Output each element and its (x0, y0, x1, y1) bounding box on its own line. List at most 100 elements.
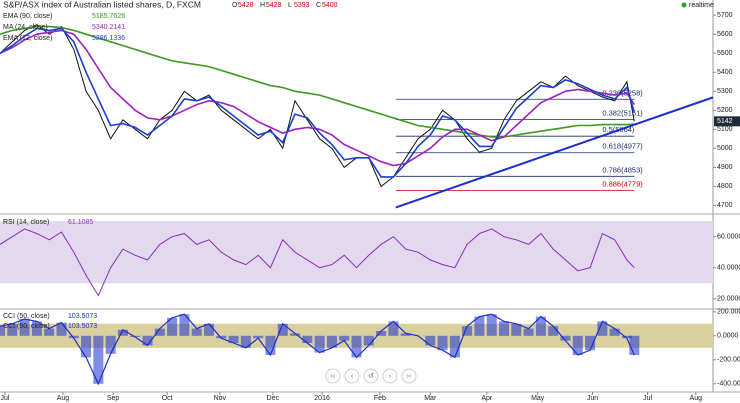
trendline (395, 96, 714, 209)
y-tick-label: 5700 (717, 12, 733, 19)
x-tick-label: Jul (643, 395, 652, 402)
bar (511, 323, 522, 336)
x-tick-label: Nov (214, 395, 227, 402)
ohlc-value: 5428 (266, 2, 282, 9)
series-line (0, 25, 635, 138)
x-tick-label: Apr (481, 395, 493, 402)
bar (179, 314, 190, 336)
cci-title: CCI (50, close) (3, 323, 50, 330)
series-line (0, 27, 636, 178)
bar (19, 319, 30, 336)
realtime-dot (681, 2, 687, 8)
x-tick-label: Feb (374, 395, 386, 402)
bar (302, 335, 313, 343)
x-tick-label: Mar (424, 395, 437, 402)
last-price-label: 5142 (717, 118, 733, 125)
fib-label: 0.786(4853) (602, 165, 643, 174)
x-tick-label: Sep (107, 395, 120, 402)
y-tick-label: 5100 (717, 126, 733, 133)
bar (425, 335, 436, 346)
ohlc-value: 5400 (322, 2, 338, 9)
bar (31, 321, 42, 336)
nav-icon: ‹ (351, 373, 354, 380)
bar (44, 328, 55, 336)
bar (597, 321, 608, 336)
bar (68, 335, 79, 339)
bar (81, 335, 92, 358)
y-tick-label: 5200 (717, 107, 733, 114)
nav-icon: › (389, 373, 392, 380)
y-axis: 4700 4800 4900 5000 5100 5200 5300 5400 5500 5600… (713, 12, 733, 209)
y-tick-label: 0.0000 (717, 333, 739, 340)
x-tick-label: Dec (267, 395, 280, 402)
bar (474, 316, 485, 336)
nav-button[interactable] (401, 368, 417, 384)
chart-title: S&P/ASX index of Australian listed share… (3, 0, 201, 9)
bar (376, 331, 387, 336)
y-axis: 20.0000 40.0000 60.0000 (713, 234, 740, 303)
nav-button[interactable] (363, 368, 379, 384)
bar (0, 326, 5, 336)
bar (290, 333, 301, 336)
bar (548, 326, 559, 336)
cci-title: CCI (50, close) (3, 313, 50, 320)
x-tick-label: Jul (0, 395, 9, 402)
bar (621, 335, 632, 339)
ohlc-label: H (260, 2, 265, 9)
x-tick-label: Oct (162, 395, 173, 402)
bar (585, 335, 596, 351)
legend-name: EMA (12, close) (3, 35, 52, 42)
fib-label: 0.236(5258) (602, 88, 643, 97)
ohlc-value: 5393 (294, 2, 310, 9)
y-tick-label: 5300 (717, 88, 733, 95)
bar (314, 335, 325, 353)
ohlc-label: C (316, 2, 321, 9)
bar (572, 335, 583, 355)
y-tick-label: 5400 (717, 69, 733, 76)
bar (351, 335, 362, 358)
bar (277, 323, 288, 336)
nav-button[interactable] (325, 368, 341, 384)
series-line (0, 228, 635, 297)
bar (437, 335, 448, 351)
legend-name: EMA (90, close) (3, 13, 52, 20)
bar (216, 335, 227, 339)
y-tick-label: 200.0000 (717, 309, 740, 316)
y-tick-label: -400.0000 (717, 381, 740, 388)
bar (449, 335, 460, 358)
bar (117, 329, 128, 336)
bar (339, 335, 350, 341)
y-tick-label: 4900 (717, 164, 733, 171)
y-tick-label: 40.0000 (717, 265, 740, 272)
legend-name: MA (24, close) (3, 24, 48, 31)
rsi-title: RSI (14, close) (3, 219, 49, 226)
series-line (0, 24, 635, 188)
nav-button[interactable] (344, 368, 360, 384)
fib-label: 0.618(4977) (602, 142, 643, 151)
bar (7, 323, 18, 336)
bar (388, 321, 399, 336)
bar (462, 326, 473, 336)
legend-value: 5340.2141 (92, 24, 125, 31)
bar (609, 328, 620, 336)
ohlc-label: L (288, 2, 292, 9)
ohlc-label: O (232, 2, 238, 9)
bar (400, 333, 411, 336)
bar (253, 335, 264, 339)
fib-label: 0.382(5151) (602, 109, 643, 118)
bar (265, 335, 276, 355)
bar (363, 335, 374, 346)
bar (499, 321, 510, 336)
nav-icon: ›› (407, 373, 412, 380)
bar (56, 322, 67, 336)
nav-button[interactable] (382, 368, 398, 384)
fib-label: 0.886(4779) (602, 179, 643, 188)
y-tick-label: 5600 (717, 31, 733, 38)
bar (629, 335, 640, 355)
bar (93, 335, 104, 384)
bar (523, 328, 534, 336)
realtime-label: realtime (689, 2, 714, 9)
last-price-box (714, 116, 740, 127)
bar (191, 328, 202, 336)
